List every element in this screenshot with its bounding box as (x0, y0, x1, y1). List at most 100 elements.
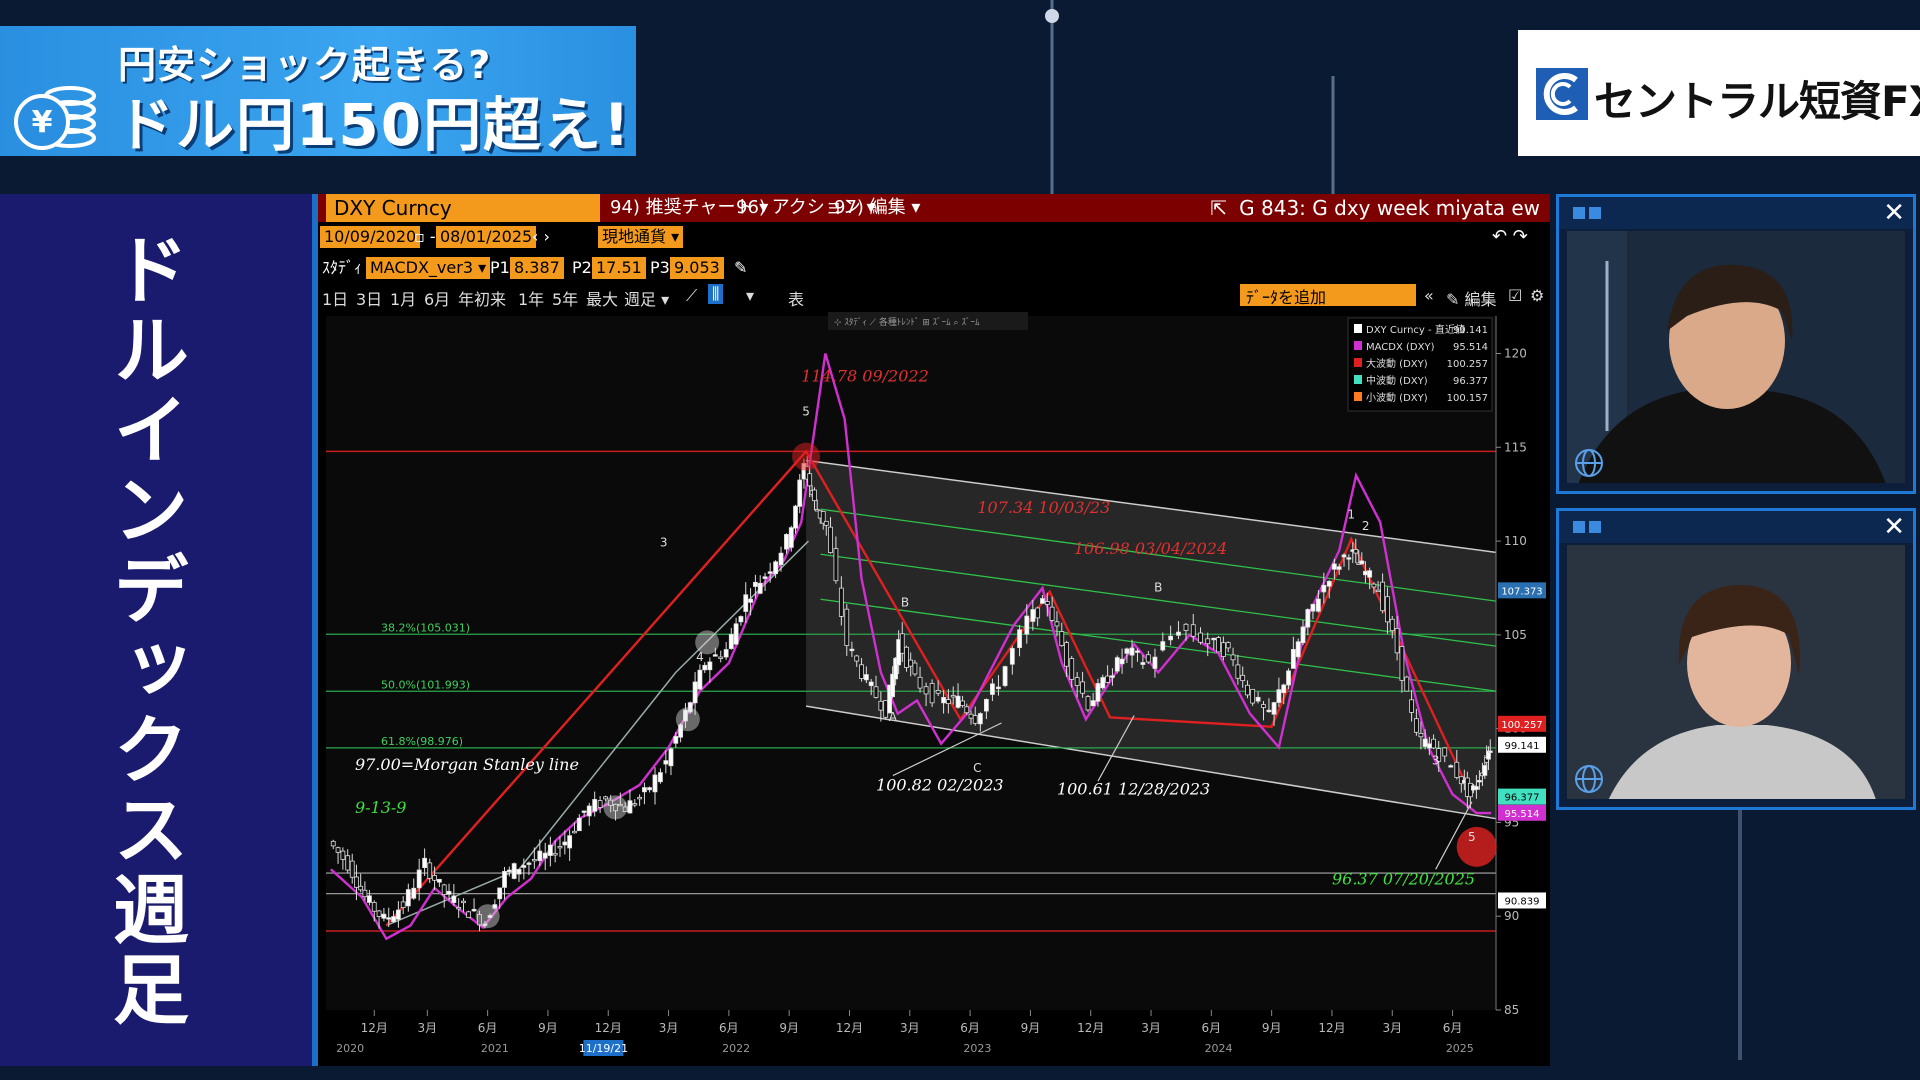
currency-select[interactable]: 現地通貨 ▾ (598, 226, 684, 248)
peak-highlight-circle (792, 442, 821, 471)
x-marker-label: 11/19/21 (579, 1042, 628, 1055)
touch-highlight-circle (675, 707, 700, 732)
table-toggle[interactable]: 表 (788, 290, 805, 309)
ticker-field[interactable]: DXY Curncy (326, 194, 600, 222)
candle-body (917, 676, 923, 689)
candle-body (878, 700, 884, 711)
candle-chart-icon[interactable]: ⫼ (708, 284, 724, 304)
candle-body (572, 830, 577, 834)
external-link-icon[interactable]: ⇱ (1210, 196, 1228, 220)
candle-body (330, 840, 336, 847)
menu-edit[interactable]: 97) 編集 ▾ (834, 197, 921, 218)
candle-body (1245, 684, 1250, 696)
candle-body (773, 561, 779, 575)
candle-body (552, 852, 558, 856)
candle-body (1069, 658, 1075, 680)
annotate-icon[interactable]: ☑ (1508, 286, 1523, 305)
y-tick-label: 85 (1504, 1003, 1519, 1017)
y-tick-label: 110 (1504, 534, 1527, 548)
x-tick-label: 12月 (361, 1021, 388, 1035)
date-to-input[interactable]: 08/01/2025 (436, 226, 537, 248)
candle-body (1250, 688, 1256, 704)
candle-body (887, 684, 892, 714)
range-1m[interactable]: 1月 (390, 290, 417, 309)
param-p3-input[interactable]: 9.053 (670, 257, 724, 279)
candle-body (1064, 642, 1069, 667)
candle-body (1160, 641, 1166, 651)
menu-recommended-chart[interactable]: 94) 推奨チャート ▾ (610, 197, 769, 218)
collapse-icon[interactable]: « (1424, 286, 1434, 305)
price-tag-box (1498, 582, 1546, 599)
candle-body (1080, 681, 1085, 694)
fib-level-label: 61.8%(98.976) (381, 735, 463, 748)
range-1d[interactable]: 1日 (322, 290, 349, 309)
param-p1-label: P1 (490, 258, 510, 277)
candle-body (658, 772, 663, 783)
candle-body (683, 709, 688, 722)
candle-body (567, 835, 573, 849)
candle-body (1454, 761, 1460, 778)
range-ytd[interactable]: 年初来 (458, 290, 507, 309)
undo-redo-icons[interactable]: ↶ ↷ (1492, 226, 1528, 247)
candle-body (828, 526, 833, 554)
wave-label: 3 (660, 536, 668, 550)
candle-body (1321, 584, 1327, 593)
price-chart[interactable]: 38.2%(105.031) 50.0%(101.993) 61.8%(98.976… (318, 310, 1550, 1066)
add-data-input[interactable]: ﾃﾞｰﾀを追加 (1240, 284, 1416, 307)
candle-body (1389, 618, 1395, 632)
candle-body (627, 800, 633, 814)
price-tag-label: 95.514 (1505, 809, 1540, 820)
settings-gear-icon[interactable]: ⚙ (1530, 286, 1545, 305)
edit-button[interactable]: ✎ 編集 (1446, 290, 1497, 309)
candle-body (833, 548, 839, 582)
company-logo-mark (1536, 68, 1588, 120)
legend-swatch (1354, 392, 1362, 401)
param-p1-input[interactable]: 8.387 (510, 257, 564, 279)
range-1y[interactable]: 1年 (518, 290, 545, 309)
pencil-icon[interactable]: ✎ (734, 258, 748, 277)
x-tick-label: 9月 (538, 1021, 558, 1035)
range-3d[interactable]: 3日 (356, 290, 383, 309)
price-tag-box (1498, 788, 1546, 805)
wave-label: 2 (1362, 519, 1370, 533)
line-chart-icon[interactable]: ⟋ (686, 286, 698, 305)
legend-box (1347, 317, 1493, 412)
candle-body (663, 760, 669, 765)
range-max[interactable]: 最大 (586, 290, 619, 309)
candle-body (1085, 696, 1091, 711)
candle-body (996, 686, 1001, 690)
chart-window: DXY Curncy 94) 推奨チャート ▾ 96) アクション ▾ 97) … (312, 194, 1550, 1066)
menu-actions[interactable]: 96) アクション ▾ (736, 197, 876, 218)
candle-body (642, 787, 647, 793)
candle-body (1295, 641, 1301, 658)
candle-body (1266, 709, 1272, 713)
candle-body (531, 858, 537, 862)
candle-body (977, 713, 983, 725)
candle-body (471, 908, 477, 912)
y-tick-label: 105 (1504, 628, 1527, 642)
candle-body (1030, 609, 1036, 622)
candle-body (436, 878, 442, 883)
period-select[interactable]: 週足 ▾ (624, 290, 670, 309)
close-icon[interactable]: ✕ (1883, 512, 1905, 542)
candle-body (868, 681, 874, 687)
annotation-arrow (1435, 801, 1473, 870)
candle-body (506, 869, 512, 873)
candle-body (893, 657, 899, 680)
prev-range-button[interactable]: ‹ › (532, 227, 550, 246)
candle-body (707, 661, 713, 671)
range-5y[interactable]: 5年 (552, 290, 579, 309)
window-dots-icon (1573, 207, 1601, 219)
candle-body (1035, 607, 1041, 619)
chart-type-dropdown-icon[interactable]: ▾ (746, 286, 755, 305)
study-select[interactable]: MACDX_ver3 ▾ (366, 257, 491, 279)
price-tag-label: 107.373 (1501, 586, 1542, 597)
date-from-input[interactable]: 10/09/2020 (320, 226, 421, 248)
x-year-label: 2022 (722, 1042, 750, 1055)
param-p2-input[interactable]: 17.51 (592, 257, 646, 279)
touch-highlight-circle (695, 630, 720, 655)
close-icon[interactable]: ✕ (1883, 198, 1905, 228)
x-tick-label: 3月 (1141, 1021, 1161, 1035)
range-6m[interactable]: 6月 (424, 290, 451, 309)
candle-body (1359, 560, 1365, 565)
